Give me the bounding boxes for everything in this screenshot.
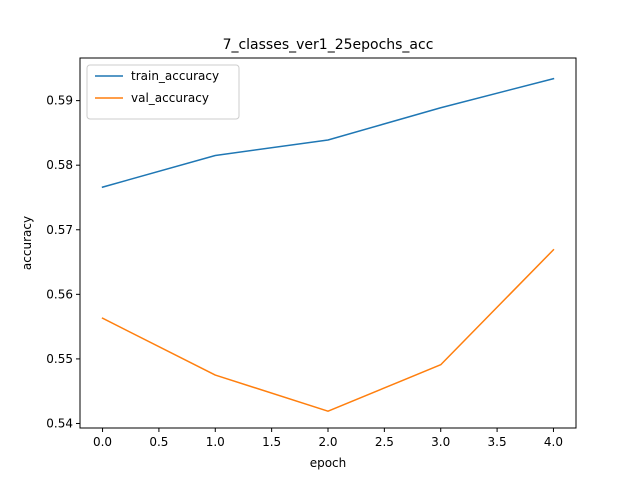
series-line-val-accuracy bbox=[101, 248, 555, 412]
x-axis: 0.0 0.5 1.0 1.5 2.0 2.5 3.0 3.5 4.0 bbox=[93, 428, 563, 449]
legend-box bbox=[86, 64, 240, 120]
legend-label: val_accuracy bbox=[131, 91, 209, 105]
x-tick-label: 1.0 bbox=[206, 435, 225, 449]
x-tick-label: 3.5 bbox=[488, 435, 507, 449]
y-tick-label: 0.55 bbox=[46, 352, 73, 366]
legend-label: train_accuracy bbox=[131, 69, 219, 83]
legend: train_accuracy val_accuracy bbox=[86, 64, 240, 120]
x-tick-label: 2.0 bbox=[318, 435, 337, 449]
y-axis: 0.54 0.55 0.56 0.57 0.58 0.59 bbox=[46, 94, 80, 430]
plot-area bbox=[101, 77, 555, 412]
y-tick-label: 0.58 bbox=[46, 158, 73, 172]
y-tick-label: 0.54 bbox=[46, 416, 73, 430]
y-tick-label: 0.59 bbox=[46, 94, 73, 108]
x-tick-label: 3.0 bbox=[431, 435, 450, 449]
y-axis-title: accuracy bbox=[20, 216, 34, 270]
x-axis-title: epoch bbox=[310, 456, 347, 470]
y-tick-label: 0.57 bbox=[46, 223, 73, 237]
x-tick-label: 0.5 bbox=[149, 435, 168, 449]
series-line-train-accuracy bbox=[101, 77, 555, 189]
y-tick-label: 0.56 bbox=[46, 287, 73, 301]
x-tick-label: 2.5 bbox=[375, 435, 394, 449]
x-tick-label: 0.0 bbox=[93, 435, 112, 449]
x-tick-label: 1.5 bbox=[262, 435, 281, 449]
chart-title: 7_classes_ver1_25epochs_acc bbox=[223, 37, 434, 53]
x-tick-label: 4.0 bbox=[544, 435, 563, 449]
